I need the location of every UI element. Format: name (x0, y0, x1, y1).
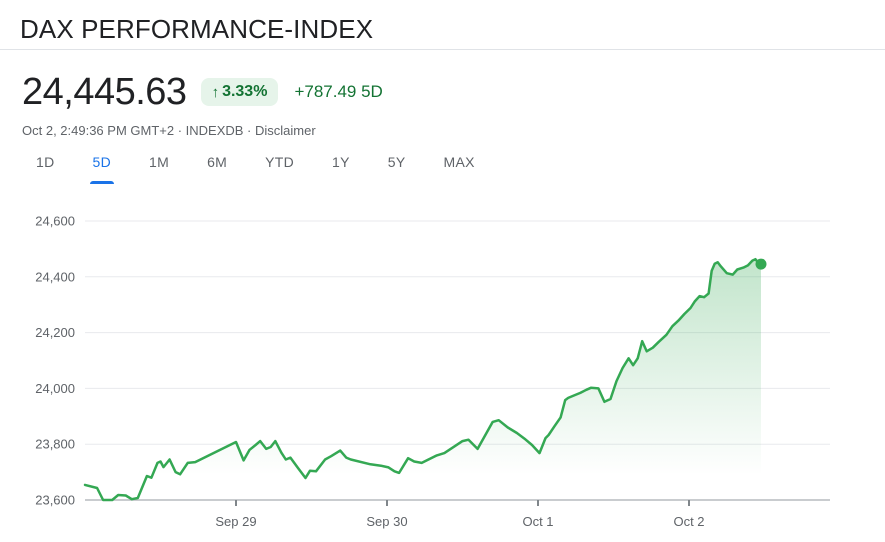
tab-6m[interactable]: 6M (207, 154, 228, 170)
last-price-dot (755, 258, 767, 270)
tab-1y[interactable]: 1Y (332, 154, 350, 170)
page-title: DAX PERFORMANCE-INDEX (20, 14, 374, 44)
x-axis-label: Oct 1 (522, 514, 553, 529)
page-header: DAX PERFORMANCE-INDEX (0, 0, 885, 50)
price-chart[interactable]: 24,600 24,400 24,200 24,000 23,800 23,600 Sep … (0, 203, 885, 540)
timestamp-text: Oct 2, 2:49:36 PM GMT+2 · INDEXDB · (22, 123, 255, 138)
tab-5d[interactable]: 5D (89, 154, 114, 186)
y-axis-label: 23,600 (35, 493, 75, 508)
change-percent-badge: ↑ 3.33% (200, 78, 279, 106)
tab-max[interactable]: MAX (443, 154, 475, 170)
change-percent: 3.33% (222, 83, 268, 100)
area-fill (85, 259, 761, 500)
x-axis-label: Oct 2 (673, 514, 704, 529)
y-axis-label: 24,400 (35, 269, 75, 284)
tab-1m[interactable]: 1M (149, 154, 170, 170)
y-axis-label: 24,000 (35, 381, 75, 396)
quote-summary: 24,445.63 ↑ 3.33% +787.49 5D (22, 70, 885, 114)
x-axis-label: Sep 30 (366, 514, 407, 529)
tab-ytd[interactable]: YTD (265, 154, 295, 170)
tab-5y[interactable]: 5Y (387, 154, 406, 170)
disclaimer-link[interactable]: Disclaimer (254, 123, 316, 138)
y-axis-label: 24,200 (35, 325, 75, 340)
y-axis-label: 23,800 (35, 437, 75, 452)
current-price: 24,445.63 (22, 70, 187, 113)
time-range-tabs: 1D 5D 1M 6M YTD 1Y 5Y MAX (36, 154, 885, 186)
y-axis-label: 24,600 (35, 214, 75, 229)
x-axis-label: Sep 29 (215, 514, 256, 529)
tab-1d[interactable]: 1D (36, 154, 55, 170)
price-line (83, 257, 763, 502)
quote-timestamp: Oct 2, 2:49:36 PM GMT+2 · INDEXDB · Disc… (22, 123, 885, 138)
arrow-up-icon: ↑ (211, 83, 220, 101)
change-absolute: +787.49 5D (294, 82, 383, 101)
